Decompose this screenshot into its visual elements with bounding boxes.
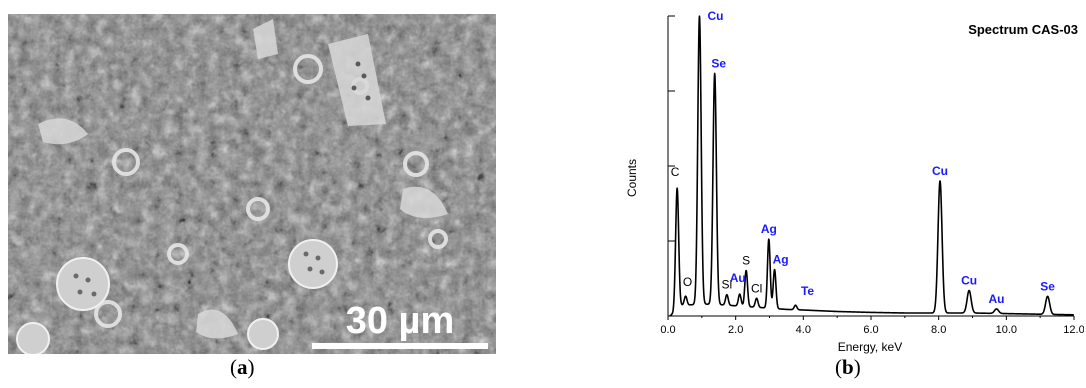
x-tick-label: 0.0 — [660, 324, 675, 336]
scale-bar — [312, 343, 488, 349]
sem-micrograph-panel: 30 µm — [8, 14, 496, 354]
peak-label-cu: Cu — [932, 164, 948, 178]
panel-a-caption: (a) — [230, 355, 255, 380]
peak-label-c: C — [671, 165, 680, 179]
x-tick-label: 4.0 — [796, 324, 811, 336]
x-tick-label: 2.0 — [728, 324, 743, 336]
y-axis — [667, 15, 675, 316]
peak-label-te: Te — [801, 284, 814, 298]
x-tick-label: 8.0 — [931, 324, 946, 336]
x-tick-label: 6.0 — [863, 324, 878, 336]
x-axis: 0.0 2.0 4.0 6.0 8.0 10.0 12.0 — [660, 315, 1084, 336]
scale-bar-label: 30 µm — [346, 300, 455, 342]
chart-title: Spectrum CAS-03 — [968, 22, 1078, 37]
x-tick-label: 12.0 — [1063, 324, 1084, 336]
peak-label-se: Se — [711, 56, 726, 70]
peak-label-o: O — [683, 275, 692, 289]
caption-close-paren: ) — [853, 355, 861, 379]
peak-label-se: Se — [1040, 279, 1055, 293]
peak-label-au: Au — [730, 271, 746, 285]
peak-label-s: S — [742, 254, 750, 268]
peak-label-ag: Ag — [761, 222, 777, 236]
peak-label-cl: Cl — [751, 281, 762, 295]
panel-a-caption-letter: a — [237, 355, 248, 379]
peak-label-ag: Ag — [773, 253, 789, 267]
x-axis-label: Energy, keV — [838, 340, 902, 354]
sem-micrograph-image: 30 µm — [8, 14, 496, 354]
y-axis-label: Counts — [625, 159, 639, 197]
peak-label-si: Si — [722, 278, 733, 292]
caption-close-paren: ) — [247, 355, 255, 379]
caption-open-paren: ( — [230, 355, 237, 379]
x-tick-label: 10.0 — [996, 324, 1017, 336]
caption-open-paren: ( — [835, 355, 842, 379]
panel-b-caption-letter: b — [842, 355, 854, 379]
eds-spectrum-chart: 0.0 2.0 4.0 6.0 8.0 10.0 12.0 COCuSeSiAuSClAgA… — [625, 9, 1084, 354]
peak-label-au: Au — [989, 292, 1005, 306]
panel-b-caption: (b) — [835, 355, 861, 380]
spectrum-line — [669, 15, 1075, 317]
peak-label-cu: Cu — [707, 9, 723, 23]
peak-label-cu: Cu — [961, 274, 977, 288]
